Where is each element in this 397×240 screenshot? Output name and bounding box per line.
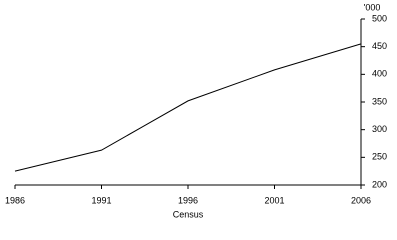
chart: '000 Census 200 250 300 350 400 450 500 1986 199… bbox=[5, 2, 387, 219]
y-tick-label: 450 bbox=[372, 41, 387, 51]
x-tick-label: 2001 bbox=[264, 195, 284, 205]
y-tick-label: 350 bbox=[372, 96, 387, 106]
line bbox=[14, 43, 362, 172]
x-tick-label: 1986 bbox=[5, 195, 25, 205]
x-tick-label: 1996 bbox=[178, 195, 198, 205]
y-tick-label: 300 bbox=[372, 124, 387, 134]
y-unit: '000 bbox=[364, 2, 381, 12]
y-tick-label: 400 bbox=[372, 69, 387, 79]
y-tick-label: 200 bbox=[372, 179, 387, 189]
x-tick-label: 2006 bbox=[351, 195, 371, 205]
y-tick-label: 250 bbox=[372, 152, 387, 162]
x-tick-label: 1991 bbox=[91, 195, 111, 205]
y-tick-label: 500 bbox=[372, 13, 387, 23]
x-axis-label: Census bbox=[173, 209, 204, 219]
